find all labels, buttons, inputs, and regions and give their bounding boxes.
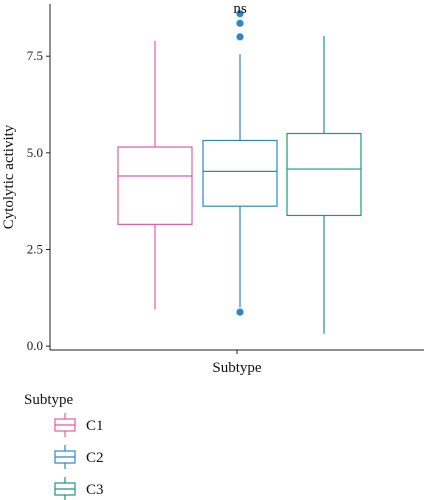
y-tick-label: 2.5 [27,241,43,256]
legend-item-c3: C3 [54,477,104,500]
outlier-point [236,33,244,41]
outlier-point [236,308,244,316]
legend-title: Subtype [24,392,74,408]
y-tick-label: 0.0 [27,338,43,353]
outlier-point [236,10,244,18]
legend-label: C3 [86,482,104,498]
significance-annotation: ns [233,1,247,17]
x-axis-title: Subtype [212,360,262,376]
legend-label: C1 [86,418,104,434]
legend-item-c1: C1 [54,413,104,437]
legend-label: C2 [86,450,104,466]
box-iqr [117,146,193,225]
y-tick-label: 5.0 [27,145,43,160]
boxplot-group [117,10,362,334]
y-tick-label: 7.5 [27,48,43,63]
box-c3 [286,36,362,334]
box-c1 [117,40,193,310]
plot-panel: 0.0 2.5 5.0 7.5 [27,4,424,354]
outlier-point [236,19,244,27]
legend: Subtype C1 C2 C3 [24,392,104,500]
legend-item-c2: C2 [54,445,104,469]
box-iqr [286,132,362,217]
y-axis-title: Cytolytic activity [1,124,17,229]
box-iqr [202,139,278,207]
box-c2 [202,10,278,316]
